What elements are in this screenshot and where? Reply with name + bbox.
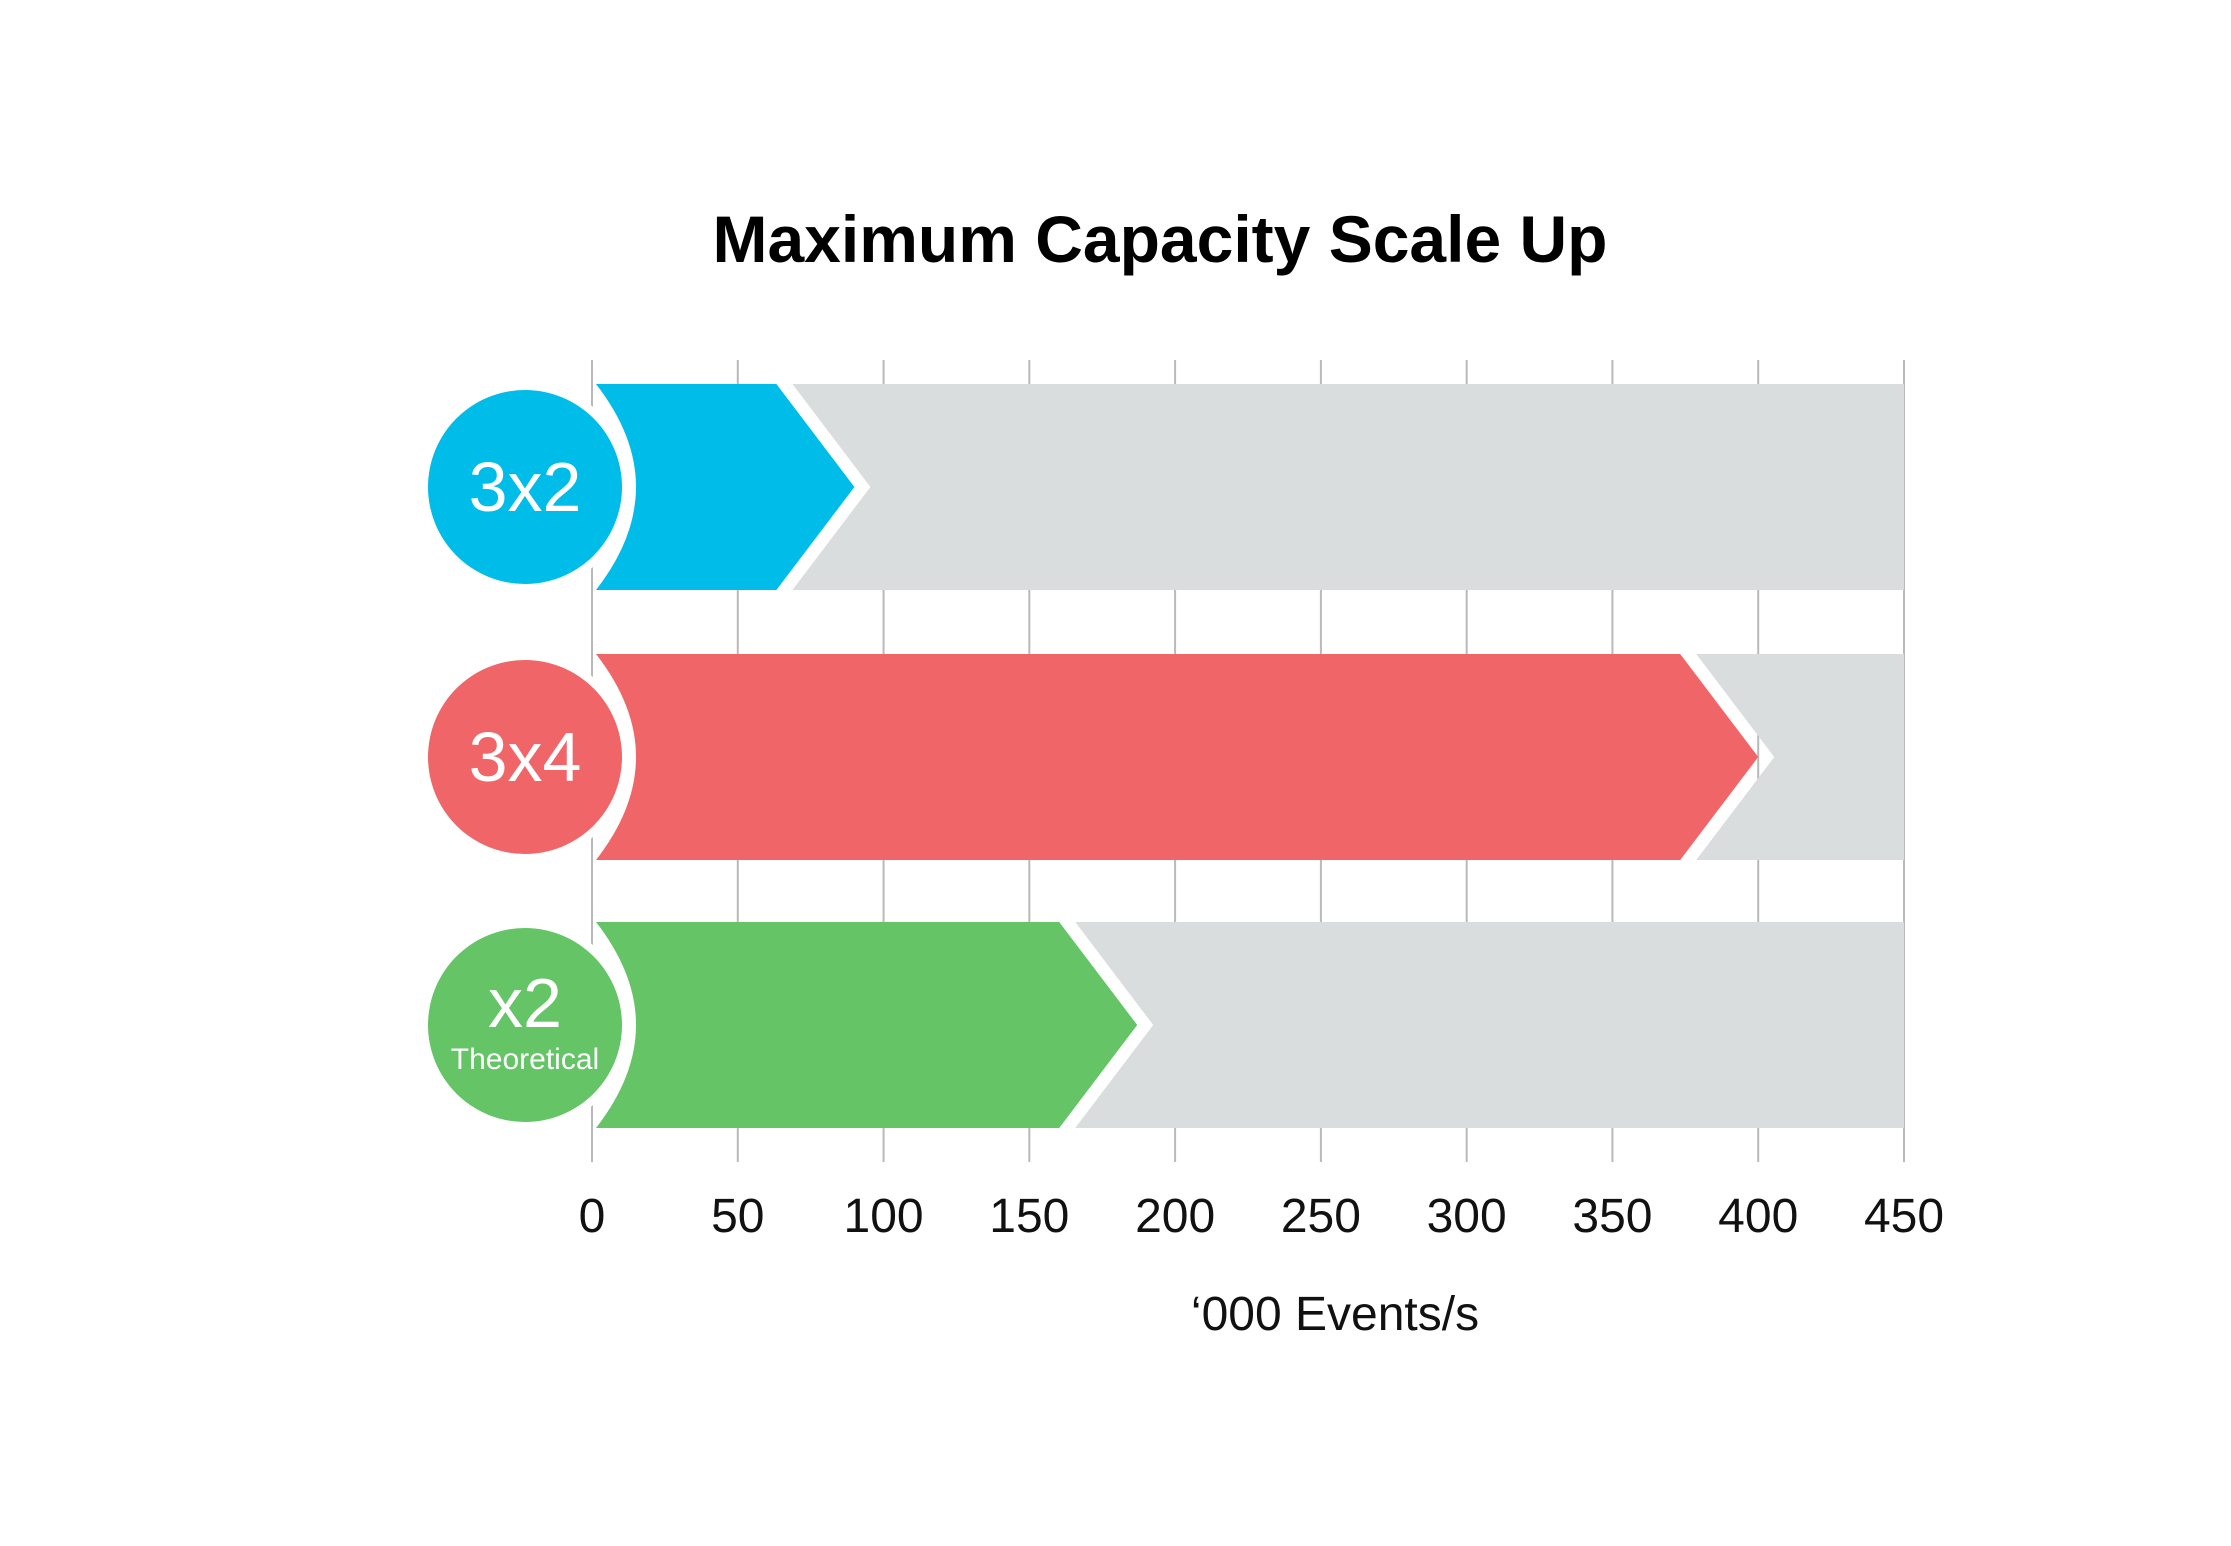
x-tick-label: 50 bbox=[711, 1190, 764, 1243]
x-tick-label: 450 bbox=[1864, 1190, 1944, 1243]
category-sublabel: Theoretical bbox=[451, 1043, 599, 1076]
chart-title: Maximum Capacity Scale Up bbox=[713, 202, 1608, 276]
x-tick-label: 200 bbox=[1135, 1190, 1215, 1243]
x-tick-label: 350 bbox=[1572, 1190, 1652, 1243]
bar bbox=[596, 922, 1138, 1128]
category-label: x2 bbox=[488, 964, 562, 1042]
x-tick-label: 100 bbox=[844, 1190, 924, 1243]
bar bbox=[596, 384, 855, 590]
x-axis-label: ‘000 Events/s bbox=[1191, 1288, 1479, 1341]
category-label: 3x2 bbox=[469, 448, 582, 526]
category-badge bbox=[428, 928, 622, 1122]
bar-track bbox=[1696, 654, 1904, 860]
x-tick-label: 300 bbox=[1427, 1190, 1507, 1243]
x-tick-label: 250 bbox=[1281, 1190, 1361, 1243]
x-tick-label: 0 bbox=[579, 1190, 606, 1243]
x-tick-label: 400 bbox=[1718, 1190, 1798, 1243]
bar bbox=[596, 654, 1759, 860]
category-label: 3x4 bbox=[469, 718, 582, 796]
bar-track bbox=[792, 384, 1904, 590]
x-tick-label: 150 bbox=[989, 1190, 1069, 1243]
x-axis-tick-labels: 0 50 100 150 200 250 300 350 400 450 bbox=[579, 1190, 1944, 1243]
data-bars bbox=[596, 384, 1759, 1128]
category-badge bbox=[428, 390, 622, 584]
category-badge bbox=[428, 660, 622, 854]
background-tracks bbox=[792, 384, 1904, 1128]
bar-track bbox=[1075, 922, 1904, 1128]
